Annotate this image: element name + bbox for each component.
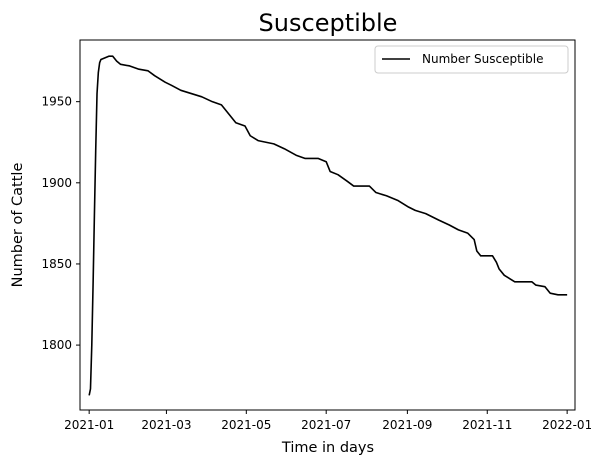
y-tick-label: 1950 xyxy=(41,95,72,109)
x-tick-label: 2021-05 xyxy=(221,418,271,432)
series-layer xyxy=(88,55,568,396)
x-tick-label: 2021-07 xyxy=(301,418,351,432)
x-tick-label: 2021-01 xyxy=(64,418,114,432)
x-axis-ticks: 2021-01 2021-03 2021-05 2021-07 2021-09 2021-… xyxy=(64,410,591,432)
legend-box xyxy=(374,45,569,74)
y-tick-label: 1900 xyxy=(41,176,72,190)
y-axis-label: Number of Cattle xyxy=(10,163,26,288)
x-tick-label: 2021-11 xyxy=(462,418,512,432)
y-axis-ticks: 1800 1850 1900 1950 xyxy=(41,95,80,352)
x-tick-label: 2021-03 xyxy=(141,418,191,432)
plot-area xyxy=(79,39,576,411)
legend-label-number-susceptible: Number Susceptible xyxy=(422,52,543,66)
x-tick-label: 2021-09 xyxy=(382,418,432,432)
chart-title: Susceptible xyxy=(259,9,398,37)
series-line-number-susceptible xyxy=(88,55,568,396)
y-tick-label: 1850 xyxy=(41,257,72,271)
y-tick-label: 1800 xyxy=(41,338,72,352)
legend: Number Susceptible xyxy=(374,45,569,74)
x-tick-label: 2022-01 xyxy=(542,418,591,432)
x-axis-label: Time in days xyxy=(281,440,374,456)
